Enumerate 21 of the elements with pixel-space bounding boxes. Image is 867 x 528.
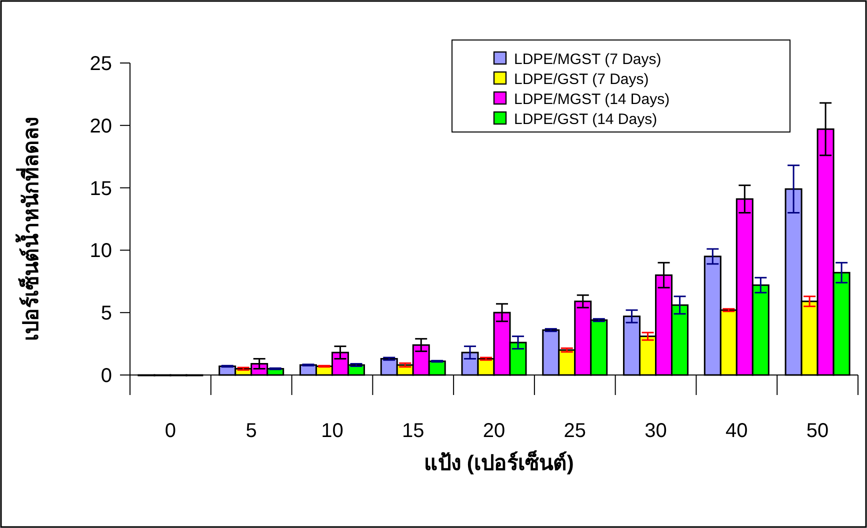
y-tick-label: 20 [90, 115, 112, 138]
y-tick-label: 5 [100, 302, 112, 325]
x-tick-label: 40 [726, 420, 748, 442]
y-tick-label: 10 [90, 240, 112, 262]
x-tick-label: 0 [164, 420, 176, 442]
y-tick-label: 0 [100, 365, 112, 387]
x-tick-label: 25 [564, 420, 586, 442]
x-tick-label: 50 [806, 420, 829, 442]
x-tick-label: 20 [482, 420, 506, 442]
x-tick-label: 30 [644, 420, 667, 442]
legend-label: LDPE/GST (7 Days) [514, 71, 649, 88]
x-tick-label: 10 [321, 420, 344, 442]
y-tick-label: 15 [90, 178, 112, 200]
x-axis-title: แป้ง (เปอร์เซ็นต์) [424, 449, 574, 475]
legend-label: LDPE/GST (14 Days) [514, 111, 658, 128]
y-axis-title: เปอร์เซ็นต์น้ำหนักที่ลดลง [15, 117, 43, 341]
x-tick-label: 5 [246, 420, 257, 442]
legend-label: LDPE/MGST (14 Days) [514, 91, 670, 108]
y-tick-label: 25 [90, 53, 112, 75]
x-tick-label: 15 [402, 420, 424, 442]
legend-label: LDPE/MGST (7 Days) [514, 51, 662, 68]
